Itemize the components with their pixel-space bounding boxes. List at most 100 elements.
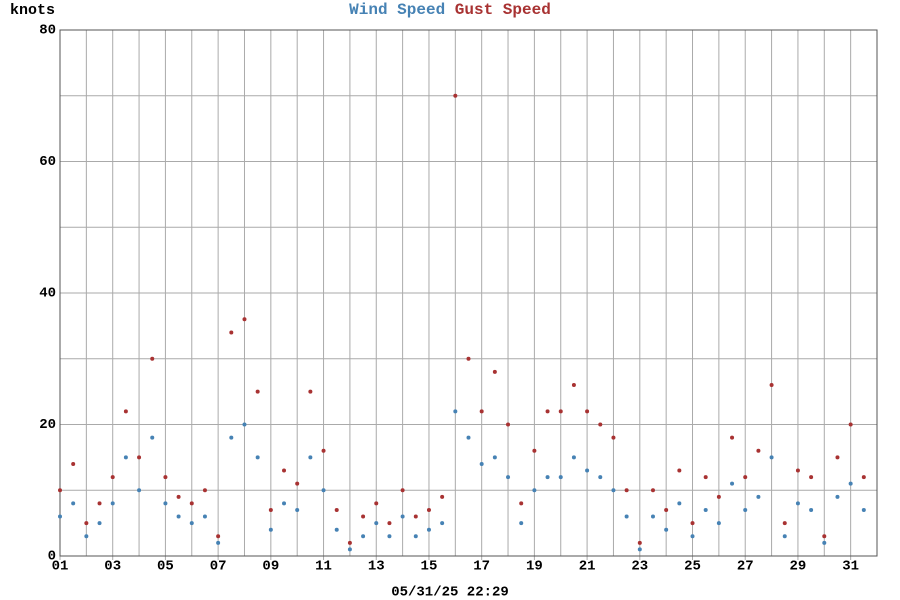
data-point — [426, 507, 431, 512]
data-point — [795, 468, 800, 473]
data-point — [453, 93, 458, 98]
x-tick-label: 13 — [368, 559, 385, 575]
data-point — [637, 547, 642, 552]
data-point — [137, 455, 142, 460]
data-point — [71, 461, 76, 466]
legend: Wind Speed Gust Speed — [349, 1, 551, 19]
data-point — [137, 488, 142, 493]
data-point — [268, 507, 273, 512]
data-point — [321, 488, 326, 493]
data-point — [466, 435, 471, 440]
data-point — [361, 534, 366, 539]
data-point — [295, 507, 300, 512]
data-point — [282, 468, 287, 473]
data-point — [650, 488, 655, 493]
data-point — [255, 455, 260, 460]
x-tick-label: 27 — [737, 559, 754, 575]
data-point — [202, 514, 207, 519]
data-point — [479, 461, 484, 466]
data-point — [150, 435, 155, 440]
data-point — [598, 422, 603, 427]
data-point — [374, 501, 379, 506]
data-point — [361, 514, 366, 519]
data-point — [558, 409, 563, 414]
data-point — [400, 514, 405, 519]
data-point — [255, 389, 260, 394]
data-point — [426, 527, 431, 532]
x-tick-label: 23 — [631, 559, 648, 575]
data-point — [664, 527, 669, 532]
data-point — [413, 534, 418, 539]
data-point — [571, 383, 576, 388]
data-point — [782, 521, 787, 526]
data-point — [321, 448, 326, 453]
data-point — [611, 488, 616, 493]
data-point — [58, 488, 62, 493]
data-point — [334, 527, 339, 532]
y-tick-label: 20 — [39, 417, 56, 433]
data-point — [413, 514, 418, 519]
data-point — [506, 475, 511, 480]
data-point — [400, 488, 405, 493]
y-tick-label: 0 — [48, 549, 56, 565]
data-point — [176, 514, 181, 519]
data-point — [809, 475, 814, 480]
data-point — [216, 540, 221, 545]
data-point — [347, 540, 352, 545]
x-tick-label: 19 — [526, 559, 543, 575]
data-point — [308, 455, 313, 460]
x-tick-label: 03 — [104, 559, 121, 575]
x-tick-label: 25 — [684, 559, 701, 575]
data-point — [229, 330, 234, 335]
data-point — [150, 356, 155, 361]
data-point — [558, 475, 563, 480]
data-point — [189, 501, 194, 506]
data-point — [519, 521, 524, 526]
legend-entry: Wind Speed — [349, 1, 445, 19]
x-tick-label: 29 — [790, 559, 807, 575]
data-point — [123, 455, 128, 460]
data-point — [624, 488, 629, 493]
data-point — [611, 435, 616, 440]
data-point — [835, 494, 840, 499]
data-point — [347, 547, 352, 552]
data-point — [71, 501, 76, 506]
data-point — [769, 455, 774, 460]
data-point — [585, 468, 590, 473]
data-point — [387, 521, 392, 526]
data-point — [782, 534, 787, 539]
data-point — [650, 514, 655, 519]
data-point — [703, 475, 708, 480]
data-point — [848, 422, 853, 427]
data-point — [466, 356, 471, 361]
y-tick-label: 60 — [39, 154, 56, 170]
data-point — [176, 494, 181, 499]
data-point — [809, 507, 814, 512]
x-tick-label: 09 — [262, 559, 279, 575]
data-point — [295, 481, 300, 486]
data-point — [861, 475, 866, 480]
data-point — [545, 409, 550, 414]
data-point — [308, 389, 313, 394]
y-tick-label: 80 — [39, 23, 56, 39]
data-point — [229, 435, 234, 440]
data-point — [637, 540, 642, 545]
x-tick-label: 15 — [421, 559, 438, 575]
footer: 05/31/25 22:29 — [391, 585, 509, 600]
y-tick-label: 40 — [39, 286, 56, 302]
x-tick-label: 21 — [579, 559, 596, 575]
data-point — [268, 527, 273, 532]
data-point — [84, 534, 89, 539]
plot-frame — [59, 29, 878, 557]
data-point — [110, 475, 115, 480]
data-point — [492, 369, 497, 374]
data-point — [585, 409, 590, 414]
data-point — [84, 521, 89, 526]
x-tick-label: 07 — [210, 559, 227, 575]
data-point — [848, 481, 853, 486]
data-point — [123, 409, 128, 414]
data-point — [387, 534, 392, 539]
x-tick-label: 31 — [842, 559, 859, 575]
data-point — [545, 475, 550, 480]
data-point — [677, 501, 682, 506]
